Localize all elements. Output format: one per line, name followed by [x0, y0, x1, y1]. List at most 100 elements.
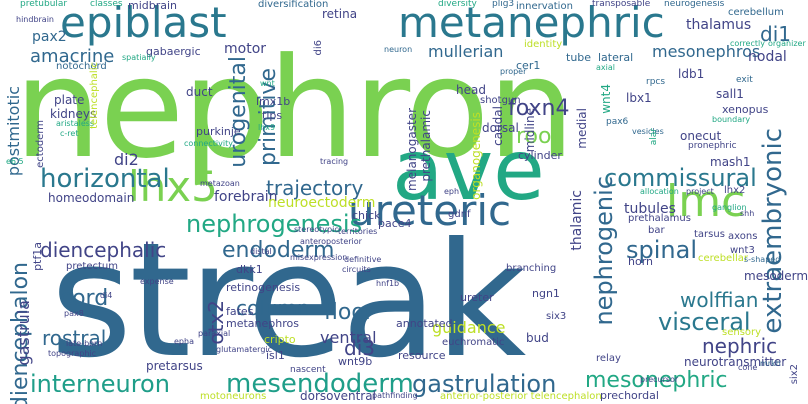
word: cord	[60, 286, 109, 311]
word: correctly	[730, 39, 765, 48]
word: mesonephros	[652, 42, 761, 61]
word: motor	[224, 41, 267, 57]
word: sall1	[716, 87, 744, 101]
word: alar	[649, 128, 659, 146]
word: gdnf	[448, 209, 471, 220]
word: organogenesis	[469, 112, 483, 200]
word: cone	[738, 363, 758, 372]
word: rostral	[42, 326, 107, 350]
word: aristaless	[56, 119, 95, 128]
word: lmc	[666, 176, 746, 227]
word: relay	[596, 353, 621, 364]
word: pax6	[606, 117, 629, 127]
word: horizontal	[40, 164, 170, 194]
word: glutamatergic	[216, 345, 273, 354]
word: mash1	[710, 155, 751, 169]
word: stereotypic	[294, 225, 339, 234]
word: pathfinding	[372, 391, 418, 400]
word: shotgun	[480, 95, 521, 106]
word: motoneurons	[200, 391, 267, 402]
word: ptf1a	[31, 242, 44, 271]
word: diencephalic	[40, 238, 167, 262]
word: sensory	[722, 327, 762, 338]
word: anterior-posterior telencephalon	[440, 391, 602, 402]
word: floor	[324, 300, 374, 325]
word: wnt3	[730, 245, 755, 256]
word: definitive	[344, 255, 382, 264]
word: misexpression	[290, 253, 348, 262]
word: bud	[526, 331, 549, 345]
word: horn	[628, 255, 654, 268]
word: prethalamic	[419, 110, 433, 182]
word: head	[456, 83, 486, 97]
word: epiblast	[60, 0, 227, 47]
word: prethalamus	[628, 213, 691, 224]
word: roof	[516, 124, 560, 149]
word: metazoan	[200, 179, 240, 188]
word: six2	[789, 364, 800, 385]
word: ventral	[320, 328, 377, 347]
word: spatially	[122, 53, 156, 62]
word: wolffian	[680, 288, 759, 312]
word: ave	[392, 121, 545, 219]
word: nascent	[290, 365, 326, 375]
word: telencephalic	[89, 62, 100, 129]
word: eph	[444, 187, 460, 196]
word: caudal	[491, 106, 505, 146]
word: mrkh	[760, 359, 781, 368]
word: cripto	[264, 333, 296, 346]
word: mesendoderm	[226, 369, 414, 399]
word: melanogaster	[405, 108, 419, 191]
word: lhx9	[258, 123, 276, 132]
word: s-shaped	[744, 255, 781, 264]
word: late-born	[66, 339, 103, 348]
word: isl1	[266, 349, 285, 362]
word: hnf1b	[376, 279, 400, 288]
word: forebrain	[214, 189, 278, 205]
word: six3	[546, 311, 567, 322]
word: lhx2	[724, 185, 746, 196]
word: plig3	[492, 0, 515, 9]
word: di1	[760, 22, 791, 46]
word: xenopus	[722, 103, 769, 116]
word: tracing	[320, 157, 349, 166]
word: neurogenesis	[664, 0, 725, 9]
word: euchromatic	[442, 337, 505, 348]
word: pretubular	[20, 0, 68, 9]
word: annotated	[396, 317, 453, 330]
word: chick	[352, 209, 381, 222]
word: prechordal	[600, 389, 659, 402]
word: dkk1	[236, 263, 263, 276]
word: wnt9b	[338, 355, 373, 368]
word: commissural	[604, 164, 757, 192]
word: hindbrain	[16, 15, 55, 24]
word: e6.5	[6, 157, 24, 166]
word: metanephric	[398, 0, 665, 47]
word: neuron	[384, 45, 413, 54]
word: spinal	[626, 236, 697, 264]
word: notochord	[56, 61, 107, 72]
word: neuroectoderm	[268, 195, 376, 211]
word: mesoderm	[744, 269, 808, 283]
word: midbrain	[128, 0, 178, 12]
word: lmx1b	[256, 95, 291, 108]
word: circuits	[342, 265, 371, 274]
word: dorsal	[482, 121, 519, 135]
word: cerebellum	[728, 7, 784, 18]
word: diversity	[438, 0, 477, 9]
word: identity	[524, 39, 563, 50]
word: di2	[114, 150, 139, 169]
word: ureteric	[348, 186, 512, 235]
word: branching	[506, 263, 557, 274]
word: thalamic	[569, 190, 585, 251]
word: organizer	[768, 39, 806, 48]
word: interneuron	[30, 370, 170, 398]
word: pax8	[64, 309, 84, 318]
word: ganglion	[712, 203, 747, 212]
word: nephrogenesis	[186, 210, 363, 238]
word: shh	[740, 209, 755, 218]
word: extraembryonic	[758, 128, 788, 334]
word: ldb1	[678, 67, 705, 81]
word: connectivity	[184, 139, 233, 148]
word: tubules	[624, 201, 676, 217]
